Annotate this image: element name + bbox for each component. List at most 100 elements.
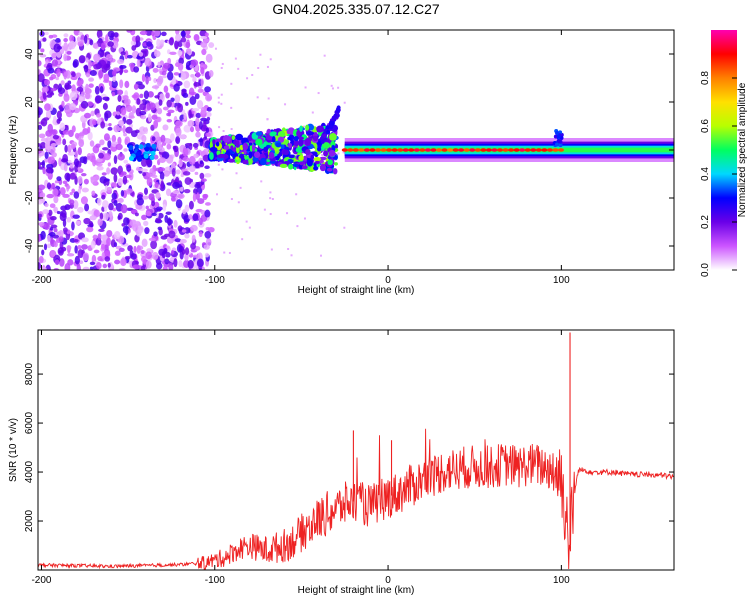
noise-point (195, 112, 201, 119)
head-echo-point (458, 148, 465, 152)
noise-point (99, 212, 104, 220)
noise-point (166, 112, 171, 117)
trail-point (555, 130, 560, 135)
noise-point (53, 195, 59, 204)
trail-point (235, 156, 239, 160)
noise-point (117, 59, 125, 65)
noise-point (147, 91, 154, 98)
noise-point (89, 266, 94, 270)
noise-point (81, 237, 89, 243)
noise-point (133, 83, 139, 90)
sparse-noise-point (287, 247, 290, 250)
noise-point (113, 32, 119, 38)
noise-point (73, 238, 79, 243)
noise-point (78, 96, 84, 101)
noise-point (68, 40, 76, 50)
noise-point (179, 134, 187, 140)
spectrogram-y-label: Frequency (Hz) (8, 116, 19, 185)
spectrogram-ytick-label: -20 (24, 190, 35, 205)
noise-point (181, 229, 187, 233)
noise-point (160, 134, 166, 143)
noise-point (117, 177, 123, 187)
noise-point (174, 94, 181, 104)
noise-point (60, 205, 68, 211)
sparse-noise-point (304, 86, 307, 89)
colorbar-tick-label: 0.6 (700, 119, 711, 133)
noise-point (87, 131, 93, 141)
noise-point (135, 35, 141, 43)
sparse-noise-point (217, 101, 220, 104)
trail-point (316, 125, 325, 133)
noise-point (146, 248, 153, 253)
noise-point (162, 265, 168, 270)
noise-point (104, 110, 112, 119)
noise-point (77, 41, 84, 47)
noise-point (120, 51, 126, 56)
noise-point (72, 214, 80, 219)
trail-point (280, 144, 285, 149)
noise-point (56, 118, 61, 124)
noise-point (164, 258, 170, 265)
noise-point (205, 132, 211, 137)
noise-point (146, 102, 152, 111)
noise-point (101, 251, 106, 260)
noise-point (71, 71, 76, 78)
sparse-noise-point (317, 92, 320, 95)
noise-point (162, 124, 169, 131)
noise-point (151, 30, 155, 37)
trail-point (263, 146, 269, 153)
noise-point (69, 91, 78, 101)
noise-point (173, 145, 179, 153)
noise-point (157, 61, 161, 68)
noise-point (184, 177, 192, 185)
trail-point (319, 156, 327, 161)
noise-point (58, 157, 62, 167)
trail-point (255, 131, 263, 136)
trail-point (313, 135, 318, 142)
noise-point (121, 223, 126, 227)
noise-point (76, 86, 84, 92)
noise-point (204, 86, 211, 93)
sparse-noise-point (323, 54, 326, 57)
trail-point (268, 152, 275, 159)
head-echo-point (391, 148, 398, 152)
noise-point (99, 59, 107, 69)
trail-point (248, 142, 253, 146)
sparse-noise-point (256, 96, 259, 99)
noise-point (201, 178, 207, 182)
noise-point (89, 215, 97, 221)
noise-point (46, 193, 55, 199)
noise-point (54, 180, 60, 184)
trail-point (242, 142, 249, 151)
noise-point (136, 197, 145, 206)
noise-point (146, 177, 153, 187)
noise-point (166, 143, 172, 150)
noise-point (205, 53, 213, 63)
noise-point (124, 136, 131, 145)
noise-point (190, 224, 198, 232)
noise-point (92, 42, 99, 49)
noise-point (198, 231, 203, 238)
noise-point (139, 93, 144, 99)
noise-point (194, 93, 200, 100)
noise-point (45, 109, 52, 118)
noise-point (177, 63, 184, 71)
noise-point (145, 210, 152, 217)
noise-point (141, 238, 148, 247)
noise-point (63, 93, 70, 102)
noise-point (96, 165, 104, 171)
noise-point (141, 168, 148, 173)
noise-point (145, 205, 149, 210)
noise-point (91, 190, 96, 196)
noise-point (195, 131, 201, 138)
noise-point (129, 250, 134, 258)
head-echo-point (480, 148, 487, 152)
head-echo-point (508, 148, 515, 152)
noise-point (39, 141, 47, 149)
sparse-noise-point (234, 57, 237, 60)
noise-point (43, 79, 51, 86)
noise-point (159, 171, 165, 181)
trail-point (247, 134, 253, 142)
noise-point (39, 192, 46, 199)
